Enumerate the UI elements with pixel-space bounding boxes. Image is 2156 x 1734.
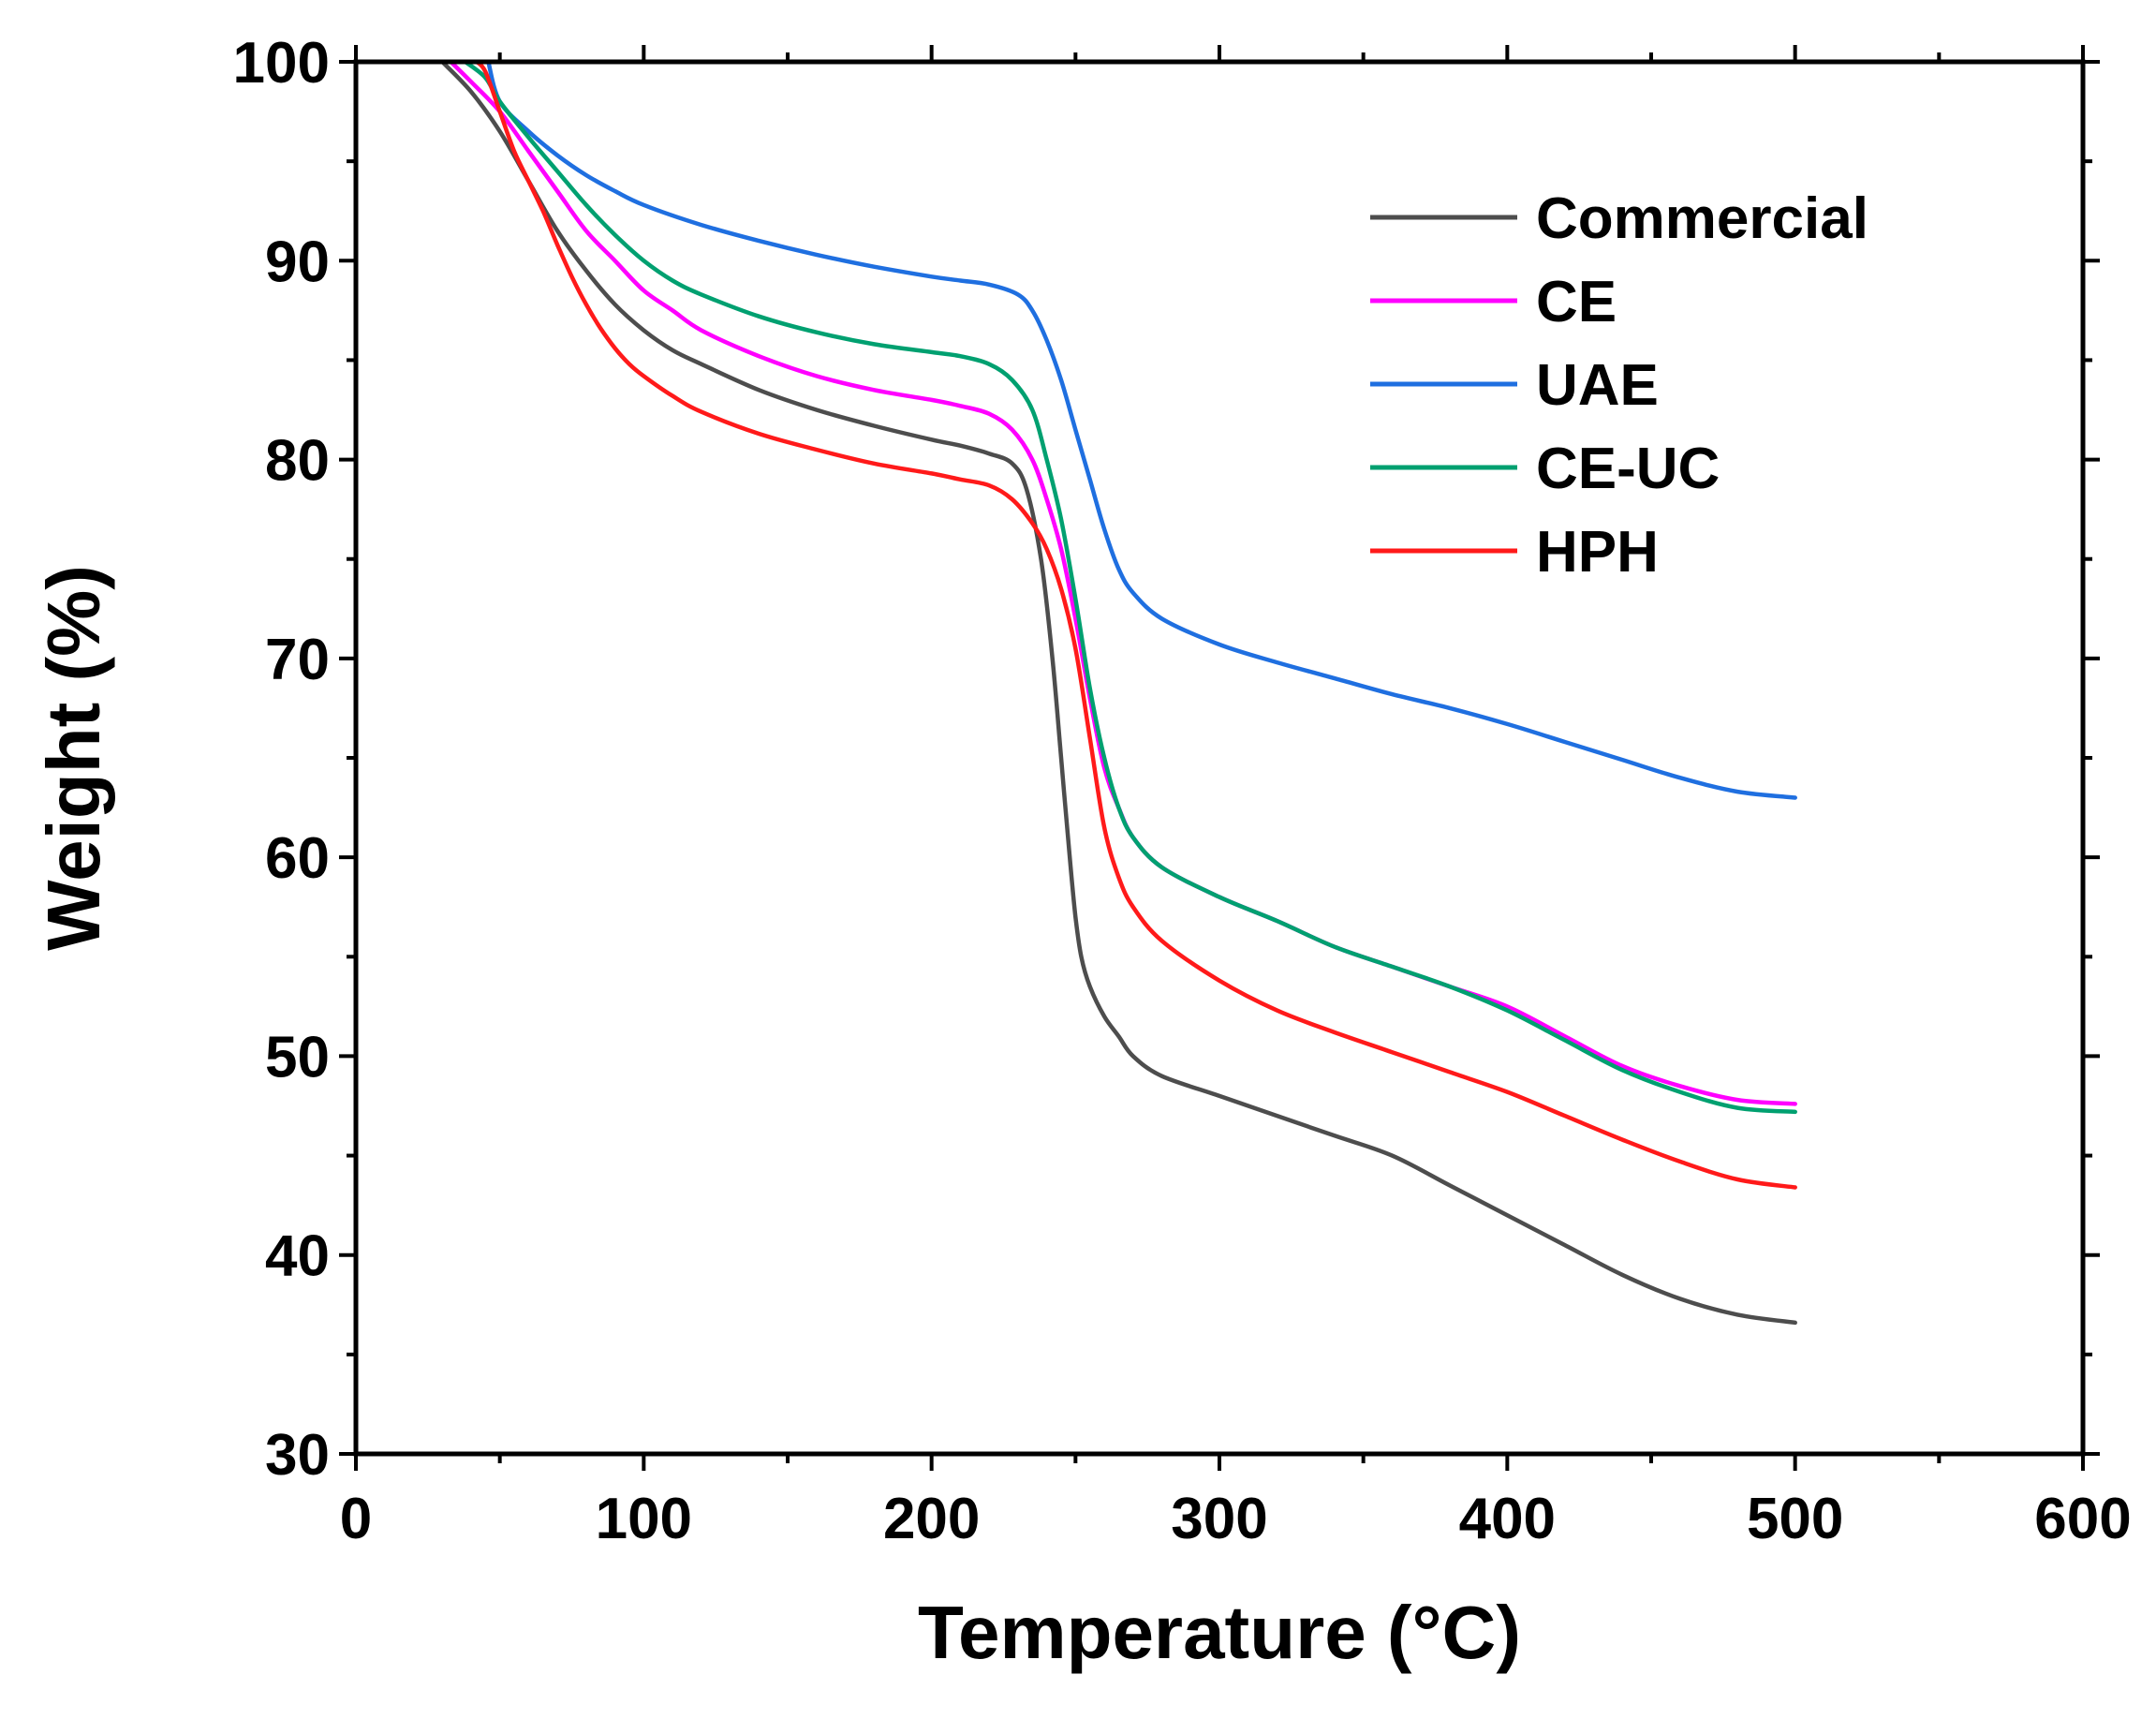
y-tick-label: 100 [233,31,330,96]
y-tick-label: 90 [265,230,330,294]
x-tick-label: 100 [596,1487,692,1551]
y-tick-label: 50 [265,1025,330,1089]
y-tick-label: 60 [265,826,330,891]
legend-label-commercial: Commercial [1536,186,1868,251]
series-line-hph [474,59,1797,1190]
axis-ticks-group: 0 100 200 300 400 500 600 30 40 50 60 70 80 90 100 [233,31,2132,1551]
x-tick-label: 400 [1459,1487,1556,1551]
y-tick-label: 40 [265,1224,330,1289]
x-tick-label: 0 [340,1487,372,1551]
legend-label-hph: HPH [1536,520,1659,585]
x-tick-label: 300 [1171,1487,1267,1551]
series-line-uae [486,59,1797,800]
x-tick-label: 200 [883,1487,980,1551]
series-line-ce-uc [463,59,1797,1115]
x-axis-title: Temperature (°C) [918,1591,1521,1674]
y-axis-title: Weight (%) [32,565,115,951]
plot-frame [353,59,2086,1457]
legend-label-uae: UAE [1536,353,1659,418]
legend-label-ce-uc: CE-UC [1536,437,1720,501]
legend: Commercial CE UAE CE-UC HPH [1370,186,1868,585]
legend-label-ce: CE [1536,270,1617,334]
x-tick-label: 500 [1747,1487,1843,1551]
data-series-group [439,59,1797,1326]
series-line-commercial [439,59,1797,1326]
y-tick-label: 30 [265,1423,330,1488]
y-tick-label: 80 [265,429,330,494]
y-tick-label: 70 [265,628,330,692]
x-tick-label: 600 [2034,1487,2131,1551]
